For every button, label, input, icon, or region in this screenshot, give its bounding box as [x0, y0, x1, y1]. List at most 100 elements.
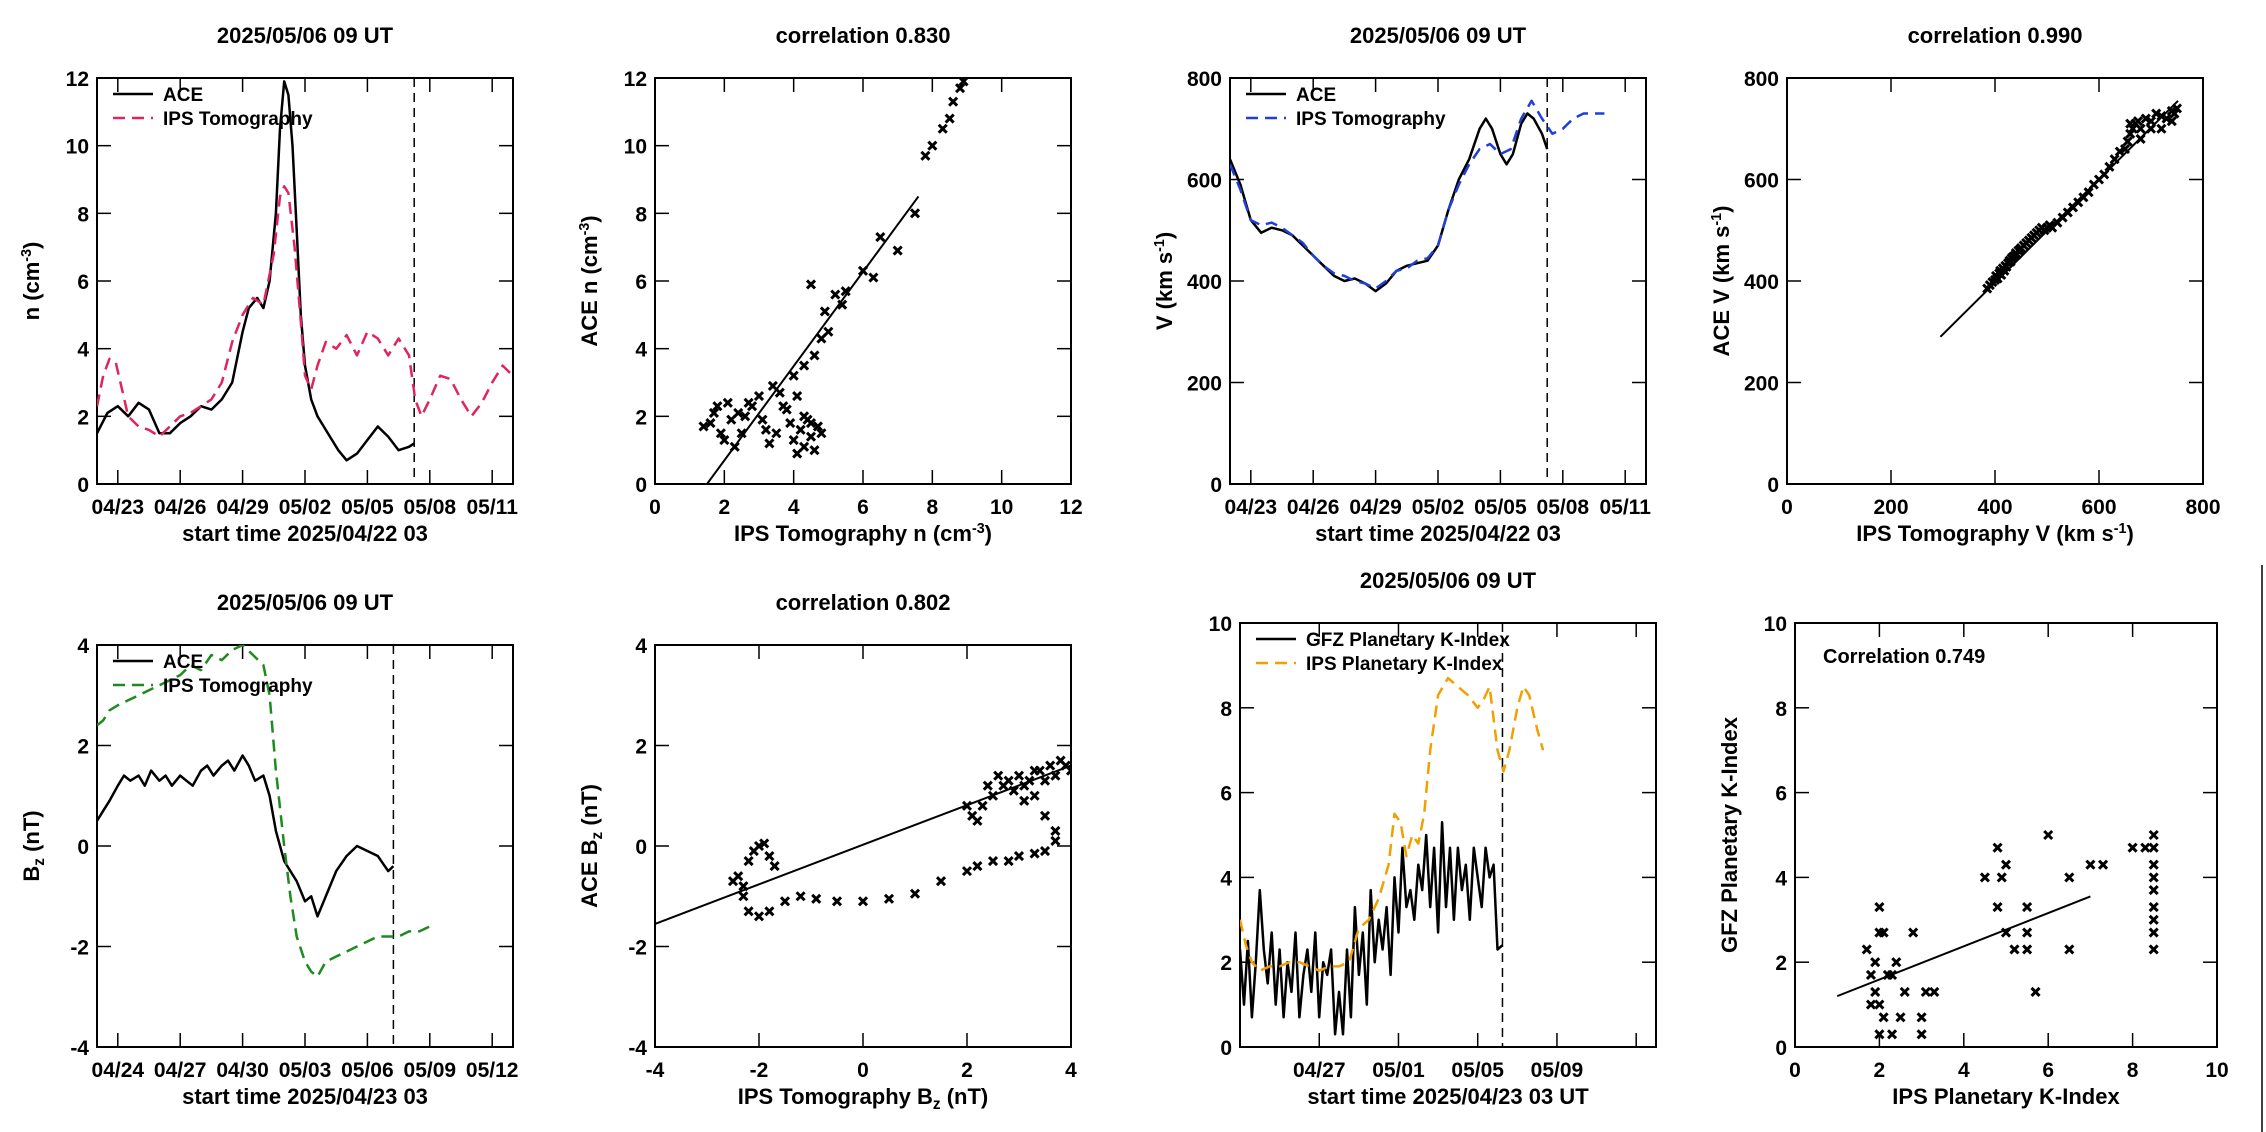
scatter-point: [726, 414, 737, 425]
y-tick-label: 6: [635, 271, 647, 294]
y-axis-label: ACE n (cm-3): [577, 215, 602, 346]
scatter-point: [819, 306, 830, 317]
x-tick-label: 400: [1977, 496, 2012, 519]
scatter-point: [1886, 969, 1898, 980]
scatter-point: [987, 856, 999, 867]
y-axis-label-group: V (km s-1): [1152, 232, 1177, 330]
scatter-point: [2166, 116, 2177, 127]
scatter-point: [812, 421, 823, 432]
scatter-point: [857, 265, 869, 276]
x-tick-label: 4: [1065, 1059, 1077, 1082]
y-tick-label: 0: [1767, 474, 1779, 497]
scatter-point: [961, 866, 973, 877]
y-tick-label: 2: [77, 736, 89, 759]
scatter-point: [788, 434, 799, 446]
y-axis-label-part: ): [1709, 206, 1734, 213]
y-axis-label-part: (nT): [19, 810, 44, 858]
scatter-point: [743, 856, 754, 867]
scatter-point: [795, 424, 806, 435]
x-tick-label: 05/09: [404, 1059, 457, 1082]
y-axis-label: ACE Bz (nT): [577, 784, 606, 908]
fit-line: [1836, 895, 2091, 998]
x-tick-label: 04/23: [1225, 496, 1278, 519]
scatter-point: [785, 418, 796, 429]
scatter-point: [1874, 1029, 1885, 1040]
panel-3: 2025/05/06 09 UT 04/23 04/26 04/29 05/02 05/0…: [1152, 23, 1651, 546]
x-tick-label: 2: [718, 496, 730, 519]
scatter-point: [837, 299, 848, 310]
x-tick-label: 05/05: [1474, 496, 1527, 519]
fit-line: [655, 764, 1071, 925]
legend-label: IPS Tomography: [1296, 109, 1446, 130]
scatter-point: [2097, 859, 2109, 870]
x-tick-label: 800: [2185, 496, 2220, 519]
scatter-point: [948, 96, 959, 107]
scatter-point: [1878, 1012, 1889, 1023]
scatter-point: [1029, 765, 1040, 776]
scatter-point: [759, 838, 770, 849]
series-line-1: [1240, 821, 1504, 1036]
scatter-point: [2114, 146, 2125, 157]
y-axis-label-group: Bz (nT): [19, 810, 48, 881]
scatter-point: [1920, 986, 1931, 997]
x-tick-label: 05/05: [341, 496, 394, 519]
y-tick-label: 8: [1220, 698, 1232, 721]
y-tick-label: 12: [66, 68, 89, 91]
y-tick-label: 800: [1187, 68, 1222, 91]
scatter-point: [769, 861, 780, 872]
y-tick-label: 4: [1775, 867, 1787, 890]
scatter-point: [1886, 1029, 1898, 1040]
scatter-point: [1861, 944, 1872, 955]
series-line-2: [1230, 99, 1605, 290]
scatter-point: [1895, 1012, 1906, 1023]
scatter-point: [958, 78, 969, 87]
x-axis-label-group: start time 2025/04/23 03: [182, 1084, 428, 1109]
x-axis-label-part: IPS Tomography B: [738, 1084, 933, 1109]
scatter-point: [2148, 842, 2159, 853]
scatter-point: [830, 289, 841, 300]
x-tick-label: 0: [857, 1059, 869, 1082]
y-tick-label: -2: [628, 937, 647, 960]
y-tick-label: 10: [1764, 613, 1787, 636]
scatter-point: [2148, 902, 2159, 913]
scatter-point: [2030, 986, 2041, 997]
y-tick-label: 0: [77, 474, 89, 497]
y-axis-label-group: ACE n (cm-3): [577, 215, 602, 346]
panel-title: 2025/05/06 09 UT: [1360, 568, 1537, 593]
scatter-point: [2148, 914, 2159, 925]
scatter-point: [805, 418, 817, 429]
y-axis-label-sub: z: [31, 858, 48, 866]
fit-line: [706, 195, 920, 484]
y-tick-label: 200: [1744, 373, 1779, 396]
scatter-point: [779, 896, 791, 907]
legend-label: GFZ Planetary K-Index: [1306, 630, 1510, 651]
x-tick-label: 05/05: [1451, 1059, 1504, 1082]
x-axis-label: IPS Tomography V (km s-1): [1856, 521, 2134, 546]
scatter-point: [2109, 154, 2120, 165]
panel-5: 2025/05/06 09 UT 04/24 04/27 04/30 05/03 05/0…: [19, 590, 518, 1109]
y-tick-label: 400: [1187, 271, 1222, 294]
scatter-point: [1024, 775, 1035, 786]
scatter-point: [2022, 902, 2033, 913]
plot-frame: [1794, 622, 2218, 1048]
scatter-point: [1065, 765, 1071, 776]
y-tick-label: 0: [77, 836, 89, 859]
scatter-point: [1929, 986, 1940, 997]
scatter-point: [2127, 123, 2138, 134]
x-tick-label: 04/23: [92, 496, 145, 519]
panel-title: correlation 0.990: [1908, 23, 2083, 48]
scatter-point: [2135, 123, 2146, 134]
y-tick-label: 4: [77, 339, 89, 362]
scatter-point: [883, 893, 895, 904]
y-axis-label-sup: -3: [577, 223, 593, 236]
y-tick-label: 8: [635, 203, 647, 226]
legend-label: ACE: [1296, 85, 1336, 106]
y-axis-label: GFZ Planetary K-Index: [1717, 716, 1742, 953]
x-tick-label: 2: [1874, 1059, 1886, 1082]
scatter-point: [767, 380, 778, 391]
y-axis-label-part: V (km s: [1152, 252, 1177, 330]
scatter-point: [868, 272, 879, 283]
panel-title: 2025/05/06 09 UT: [217, 590, 394, 615]
scatter-point: [712, 401, 723, 412]
x-axis-label-group: IPS Planetary K-Index: [1892, 1084, 2120, 1109]
